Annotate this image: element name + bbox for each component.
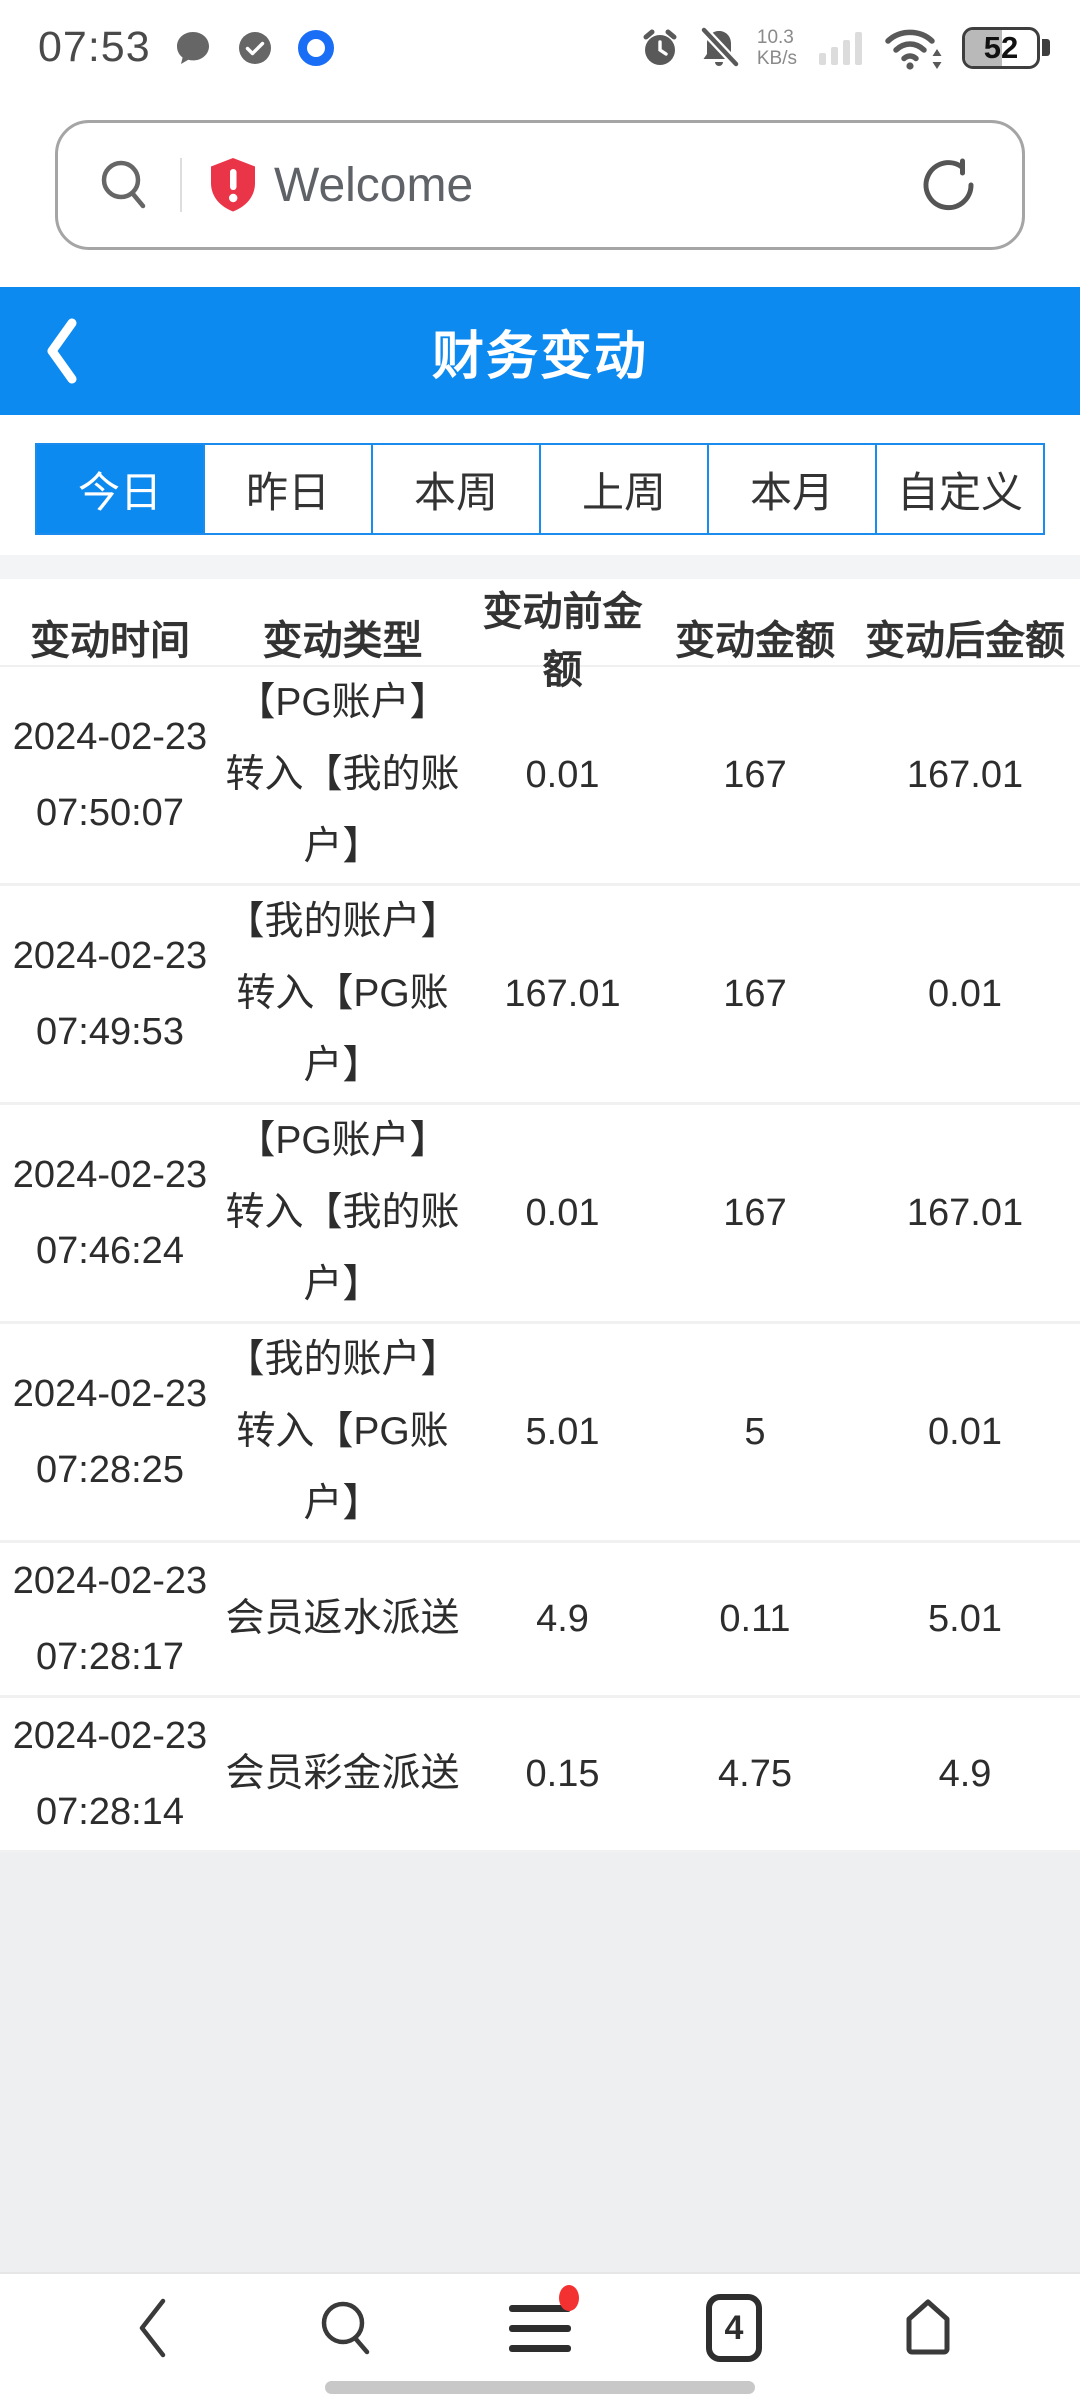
table-row: 2024-02-23 07:28:14 会员彩金派送 0.15 4.75 4.9 xyxy=(0,1698,1080,1853)
cell-before: 0.01 xyxy=(525,1192,600,1234)
clock-time: 07:53 xyxy=(38,23,151,71)
back-button[interactable] xyxy=(40,287,82,415)
cell-amount: 4.75 xyxy=(718,1753,792,1795)
table-row: 2024-02-23 07:46:24 【PG账户】转入【我的账户】 0.01 1… xyxy=(0,1105,1080,1324)
cell-after: 0.01 xyxy=(928,1411,1002,1453)
transactions-table: 变动时间 变动类型 变动前金额 变动金额 变动后金额 2024-02-23 07:… xyxy=(0,579,1080,1853)
cell-time: 2024-02-23 07:50:07 xyxy=(12,716,208,834)
status-bar: 07:53 10.3 KB/s xyxy=(0,0,1080,85)
tab-today[interactable]: 今日 xyxy=(37,445,205,533)
cell-after: 167.01 xyxy=(906,754,1024,796)
battery-percent: 52 xyxy=(983,29,1019,65)
cell-time: 2024-02-23 07:49:53 xyxy=(12,935,208,1053)
tab-custom[interactable]: 自定义 xyxy=(877,445,1043,533)
browser-bottom-nav: 4 xyxy=(0,2272,1080,2400)
cell-amount: 5 xyxy=(744,1411,766,1453)
cell-amount: 167 xyxy=(723,754,787,796)
tab-this-month[interactable]: 本月 xyxy=(709,445,877,533)
signal-strength-icon xyxy=(819,31,862,65)
cell-amount: 167 xyxy=(723,1192,787,1234)
mute-bell-icon xyxy=(697,26,741,70)
table-row: 2024-02-23 07:49:53 【我的账户】转入【PG账户】 167.01… xyxy=(0,886,1080,1105)
table-row: 2024-02-23 07:28:17 会员返水派送 4.9 0.11 5.01 xyxy=(0,1543,1080,1698)
cell-time: 2024-02-23 07:28:25 xyxy=(12,1373,208,1491)
cell-type: 【我的账户】转入【PG账户】 xyxy=(225,1338,460,1525)
cell-time: 2024-02-23 07:28:17 xyxy=(12,1560,208,1678)
cell-before: 5.01 xyxy=(525,1411,600,1453)
table-row: 2024-02-23 07:28:25 【我的账户】转入【PG账户】 5.01 5… xyxy=(0,1324,1080,1543)
col-header-after: 变动后金额 xyxy=(865,619,1065,663)
url-text[interactable]: Welcome xyxy=(274,158,474,212)
cell-before: 0.01 xyxy=(525,754,600,796)
empty-area xyxy=(0,1853,1080,2272)
tab-count: 4 xyxy=(724,2308,744,2347)
cell-type: 会员彩金派送 xyxy=(225,1752,460,1795)
cell-before: 167.01 xyxy=(504,973,621,1015)
date-filter-tabs: 今日 昨日 本周 上周 本月 自定义 xyxy=(0,415,1080,555)
cell-amount: 167 xyxy=(723,973,787,1015)
table-row: 2024-02-23 07:50:07 【PG账户】转入【我的账户】 0.01 1… xyxy=(0,667,1080,886)
nav-tabs-button[interactable]: 4 xyxy=(689,2283,779,2373)
page-title: 财务变动 xyxy=(431,327,648,386)
cell-type: 【PG账户】转入【我的账户】 xyxy=(225,1119,460,1306)
cell-amount: 0.11 xyxy=(719,1598,791,1640)
cell-after: 5.01 xyxy=(928,1598,1002,1640)
cell-after: 4.9 xyxy=(938,1753,992,1795)
check-circle-icon xyxy=(235,28,275,68)
alarm-icon xyxy=(639,27,681,69)
network-speed: 10.3 KB/s xyxy=(756,26,797,69)
search-icon[interactable] xyxy=(96,156,154,214)
cell-type: 【PG账户】转入【我的账户】 xyxy=(225,681,460,868)
cell-time: 2024-02-23 07:28:14 xyxy=(12,1715,208,1833)
refresh-icon[interactable] xyxy=(920,154,982,216)
cell-before: 0.15 xyxy=(525,1753,600,1795)
blue-ring-app-icon xyxy=(297,29,335,67)
tab-last-week[interactable]: 上周 xyxy=(541,445,709,533)
battery-icon: 52 xyxy=(962,26,1040,69)
wifi-icon xyxy=(884,25,946,71)
nav-search-button[interactable] xyxy=(301,2283,391,2373)
col-header-before: 变动前金额 xyxy=(482,590,643,692)
tab-count-icon: 4 xyxy=(706,2294,762,2362)
cell-after: 0.01 xyxy=(928,973,1002,1015)
col-header-amount: 变动金额 xyxy=(675,619,835,663)
battery-indicator: 52 xyxy=(962,26,1050,69)
table-header-row: 变动时间 变动类型 变动前金额 变动金额 变动后金额 xyxy=(0,579,1080,692)
tab-this-week[interactable]: 本周 xyxy=(373,445,541,533)
col-header-type: 变动类型 xyxy=(262,619,423,663)
page-header: 财务变动 xyxy=(0,287,1080,415)
insecure-shield-icon[interactable] xyxy=(206,156,260,214)
cell-time: 2024-02-23 07:46:24 xyxy=(12,1154,208,1272)
nav-menu-button[interactable] xyxy=(495,2283,585,2373)
browser-toolbar: Welcome xyxy=(0,85,1080,287)
url-bar[interactable]: Welcome xyxy=(55,120,1025,250)
divider-band xyxy=(0,555,1080,579)
cell-before: 4.9 xyxy=(536,1598,589,1640)
gesture-bar[interactable] xyxy=(325,2381,755,2394)
chat-bubble-icon xyxy=(173,28,213,68)
cell-after: 167.01 xyxy=(906,1192,1024,1234)
col-header-time: 变动时间 xyxy=(30,619,190,663)
cell-type: 会员返水派送 xyxy=(225,1597,460,1640)
hamburger-icon xyxy=(509,2304,571,2352)
divider xyxy=(180,158,182,212)
tab-yesterday[interactable]: 昨日 xyxy=(205,445,373,533)
notification-dot xyxy=(559,2285,579,2311)
cell-type: 【我的账户】转入【PG账户】 xyxy=(225,900,460,1087)
nav-home-button[interactable] xyxy=(883,2283,973,2373)
nav-back-button[interactable] xyxy=(107,2283,197,2373)
